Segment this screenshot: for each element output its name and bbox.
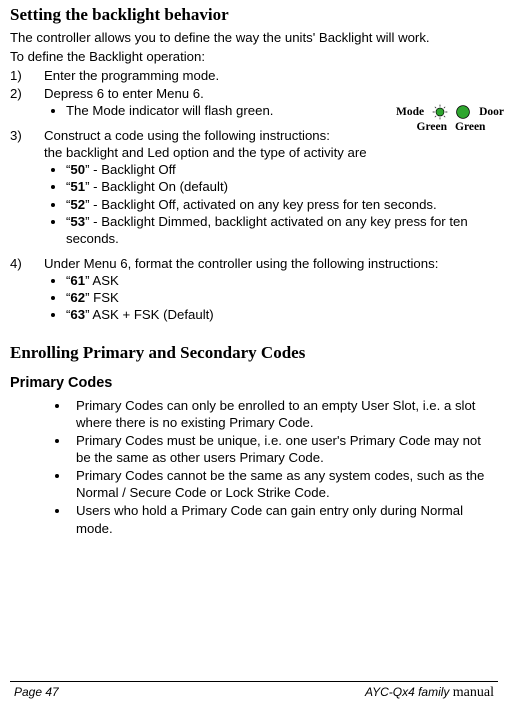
footer-model: AYC-Qx4 family manual [365, 685, 494, 701]
page-footer: Page 47 AYC-Qx4 family manual [10, 681, 498, 701]
primary-codes-list: Primary Codes can only be enrolled to an… [10, 397, 498, 537]
backlight-heading: Setting the backlight behavior [10, 4, 498, 26]
code-item: “50” - Backlight Off [66, 161, 498, 178]
step-1: 1) Enter the programming mode. [10, 67, 498, 84]
list-item: Users who hold a Primary Code can gain e… [70, 502, 498, 536]
list-item: Primary Codes must be unique, i.e. one u… [70, 432, 498, 466]
list-item: Primary Codes can only be enrolled to an… [70, 397, 498, 431]
page-number: Page 47 [14, 685, 59, 699]
intro-text-2: To define the Backlight operation: [10, 48, 498, 65]
intro-text-1: The controller allows you to define the … [10, 29, 498, 46]
code-item: “62” FSK [66, 289, 498, 306]
enroll-heading: Enrolling Primary and Secondary Codes [10, 342, 498, 364]
code-item: “51” - Backlight On (default) [66, 178, 498, 195]
code-item: “52” - Backlight Off, activated on any k… [66, 196, 498, 213]
list-item: Primary Codes cannot be the same as any … [70, 467, 498, 501]
code-item: “63” ASK + FSK (Default) [66, 306, 498, 323]
step-2: 2) Depress 6 to enter Menu 6. The Mode i… [10, 85, 498, 119]
primary-codes-subheading: Primary Codes [10, 374, 498, 393]
code-item: “53” - Backlight Dimmed, backlight activ… [66, 213, 498, 247]
step-3: 3) Construct a code using the following … [10, 127, 498, 247]
code-item: “61” ASK [66, 272, 498, 289]
step-2-sub: The Mode indicator will flash green. [66, 102, 498, 119]
step-list: 1) Enter the programming mode. 2) Depres… [10, 67, 498, 323]
step-4: 4) Under Menu 6, format the controller u… [10, 255, 498, 324]
